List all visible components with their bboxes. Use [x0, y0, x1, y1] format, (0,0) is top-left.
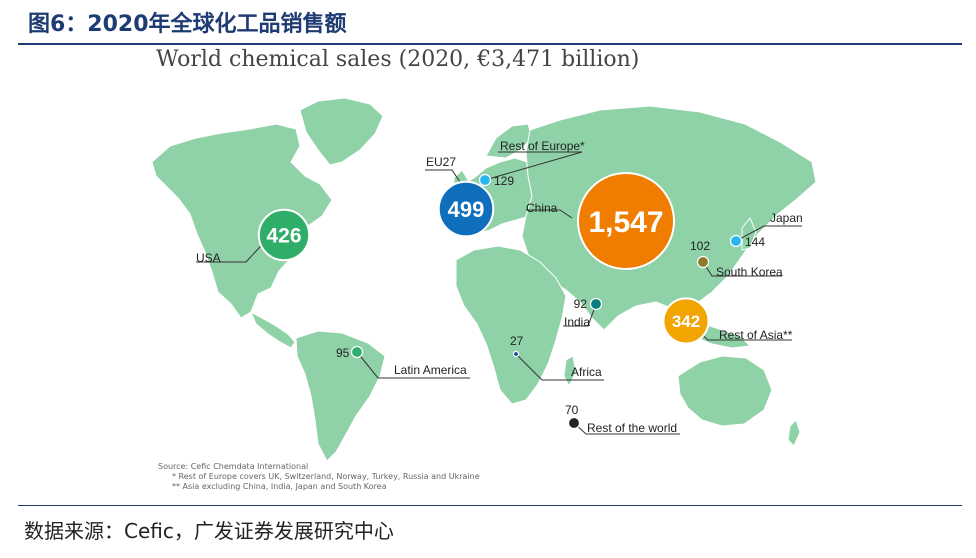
bubble-china — [577, 172, 675, 270]
south-america-shape — [295, 330, 386, 462]
central-america-shape — [249, 310, 296, 349]
rest-of-europe-callout-line — [484, 151, 583, 181]
region-label-latin-america: Latin America — [394, 363, 467, 377]
bubble-japan — [729, 234, 743, 248]
bubble-africa — [512, 350, 520, 358]
region-label-usa: USA — [196, 251, 221, 265]
india-callout-line — [563, 303, 597, 327]
china-callout-line — [526, 209, 573, 219]
region-label-rest-of-europe: Rest of Europe* — [500, 139, 585, 153]
bubble-rest-of-europe — [478, 173, 492, 187]
value-label-china: 1,547 — [588, 206, 663, 239]
region-label-africa: Africa — [571, 365, 602, 379]
value-label-latin-america: 95 — [336, 346, 350, 360]
footnote-rest-of-asia: ** Asia excluding China, India, Japan an… — [172, 482, 387, 491]
madagascar-shape — [563, 355, 577, 388]
africa-callout-line — [515, 353, 604, 381]
bubbles — [257, 172, 743, 430]
bubble-latin-america — [350, 345, 364, 359]
value-label-japan: 144 — [745, 235, 765, 249]
value-label-rest-of-asia: 342 — [672, 312, 700, 331]
africa-shape — [455, 245, 567, 405]
footnote-rest-of-europe: * Rest of Europe covers UK, Switzerland,… — [172, 472, 480, 481]
value-label-eu27: 499 — [448, 197, 485, 222]
title-divider — [18, 43, 962, 45]
source-divider — [18, 505, 962, 506]
figure-source: 数据来源：Cefic，广发证券发展研究中心 — [24, 519, 394, 543]
bubble-india — [589, 297, 603, 311]
value-label-rest-of-europe: 129 — [494, 174, 514, 188]
bubble-labels: 1,547 China 499 EU27 426 USA 342 Rest of Asia**… — [196, 139, 803, 435]
latin-america-callout-line — [356, 351, 470, 379]
footnotes: Source: Cefic Chemdata International * R… — [158, 462, 480, 492]
region-label-south-korea: South Korea — [716, 265, 783, 279]
new-zealand-shape — [787, 419, 801, 447]
value-label-south-korea: 102 — [690, 239, 710, 253]
world-map — [151, 97, 817, 462]
japan-callout-line — [735, 225, 802, 242]
region-label-china: China — [526, 201, 558, 215]
region-label-japan: Japan — [770, 211, 803, 225]
region-label-rest-of-the-world: Rest of the world — [587, 421, 677, 435]
value-label-rest-of-the-world: 70 — [565, 403, 579, 417]
value-label-usa: 426 — [266, 225, 301, 248]
value-label-india: 92 — [574, 297, 588, 311]
chart-title: World chemical sales (2020, €3,471 billi… — [156, 47, 640, 72]
bubble-usa — [257, 208, 311, 262]
greenland-shape — [299, 97, 384, 166]
bubble-eu27 — [437, 180, 495, 238]
region-label-india: India — [564, 315, 590, 329]
bubble-rest-of-the-world — [567, 416, 581, 430]
bubble-rest-of-asia — [662, 297, 710, 345]
bubble-south-korea — [696, 255, 710, 269]
region-label-rest-of-asia: Rest of Asia** — [719, 328, 793, 342]
figure-title: 图6：2020年全球化工品销售额 — [28, 12, 347, 37]
footnote-source: Source: Cefic Chemdata International — [158, 462, 309, 471]
australia-shape — [677, 355, 773, 427]
value-label-africa: 27 — [510, 334, 524, 348]
region-label-eu27: EU27 — [426, 155, 456, 169]
